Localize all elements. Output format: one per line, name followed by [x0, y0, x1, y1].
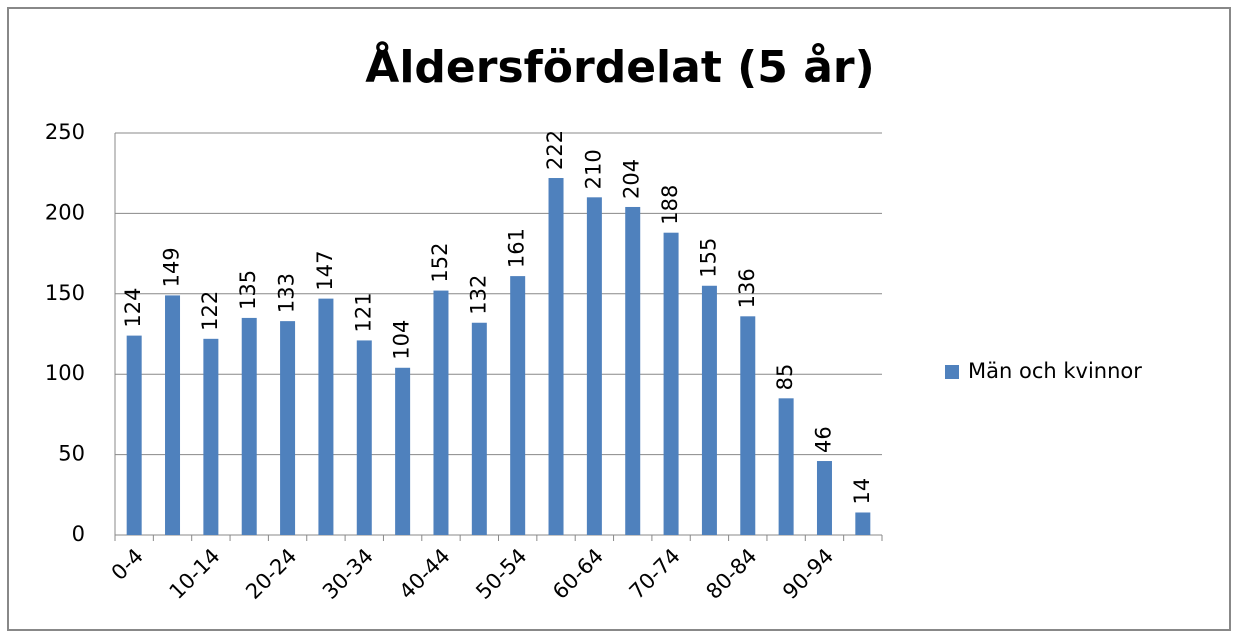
- data-label: 46: [811, 426, 835, 453]
- data-label: 85: [773, 364, 797, 391]
- bar: [471, 322, 487, 535]
- legend-swatch: [945, 365, 959, 379]
- data-label: 104: [390, 320, 414, 360]
- data-label: 124: [121, 288, 145, 328]
- data-label: 122: [198, 291, 222, 331]
- bar: [701, 285, 717, 535]
- data-label: 204: [620, 159, 644, 199]
- y-tick-label: 0: [72, 522, 85, 546]
- bar: [356, 340, 372, 535]
- data-label: 132: [466, 275, 490, 315]
- data-label: 121: [351, 292, 375, 332]
- data-label: 188: [658, 185, 682, 225]
- bar: [126, 335, 142, 535]
- bar: [318, 298, 334, 535]
- data-label: 210: [581, 149, 605, 189]
- data-label: 135: [236, 270, 260, 310]
- bar: [740, 316, 756, 535]
- y-tick-label: 50: [58, 442, 85, 466]
- bar: [165, 295, 181, 535]
- data-label: 133: [275, 273, 299, 313]
- data-label: 222: [543, 130, 567, 170]
- data-label: 149: [160, 247, 184, 287]
- bar: [625, 206, 641, 535]
- y-tick-label: 250: [45, 120, 85, 144]
- data-label: 161: [505, 228, 529, 268]
- bar: [778, 398, 794, 535]
- y-tick-label: 100: [45, 361, 85, 385]
- y-tick-label: 200: [45, 200, 85, 224]
- bar: [203, 338, 219, 535]
- bar: [663, 232, 679, 536]
- bar: [433, 290, 449, 535]
- bar: [816, 461, 832, 535]
- bar: [586, 197, 602, 535]
- legend-label: Män och kvinnor: [968, 359, 1142, 383]
- data-label: 136: [735, 268, 759, 308]
- chart-title: Åldersfördelat (5 år): [365, 40, 874, 93]
- bar: [855, 512, 871, 535]
- y-tick-label: 150: [45, 281, 85, 305]
- bar: [510, 276, 526, 535]
- data-label: 152: [428, 242, 452, 282]
- bar: [280, 321, 296, 535]
- bar: [395, 367, 411, 535]
- bar: [548, 178, 564, 536]
- data-label: 155: [696, 238, 720, 278]
- data-label: 147: [313, 251, 337, 291]
- data-label: 14: [850, 478, 874, 505]
- bar: [241, 317, 257, 535]
